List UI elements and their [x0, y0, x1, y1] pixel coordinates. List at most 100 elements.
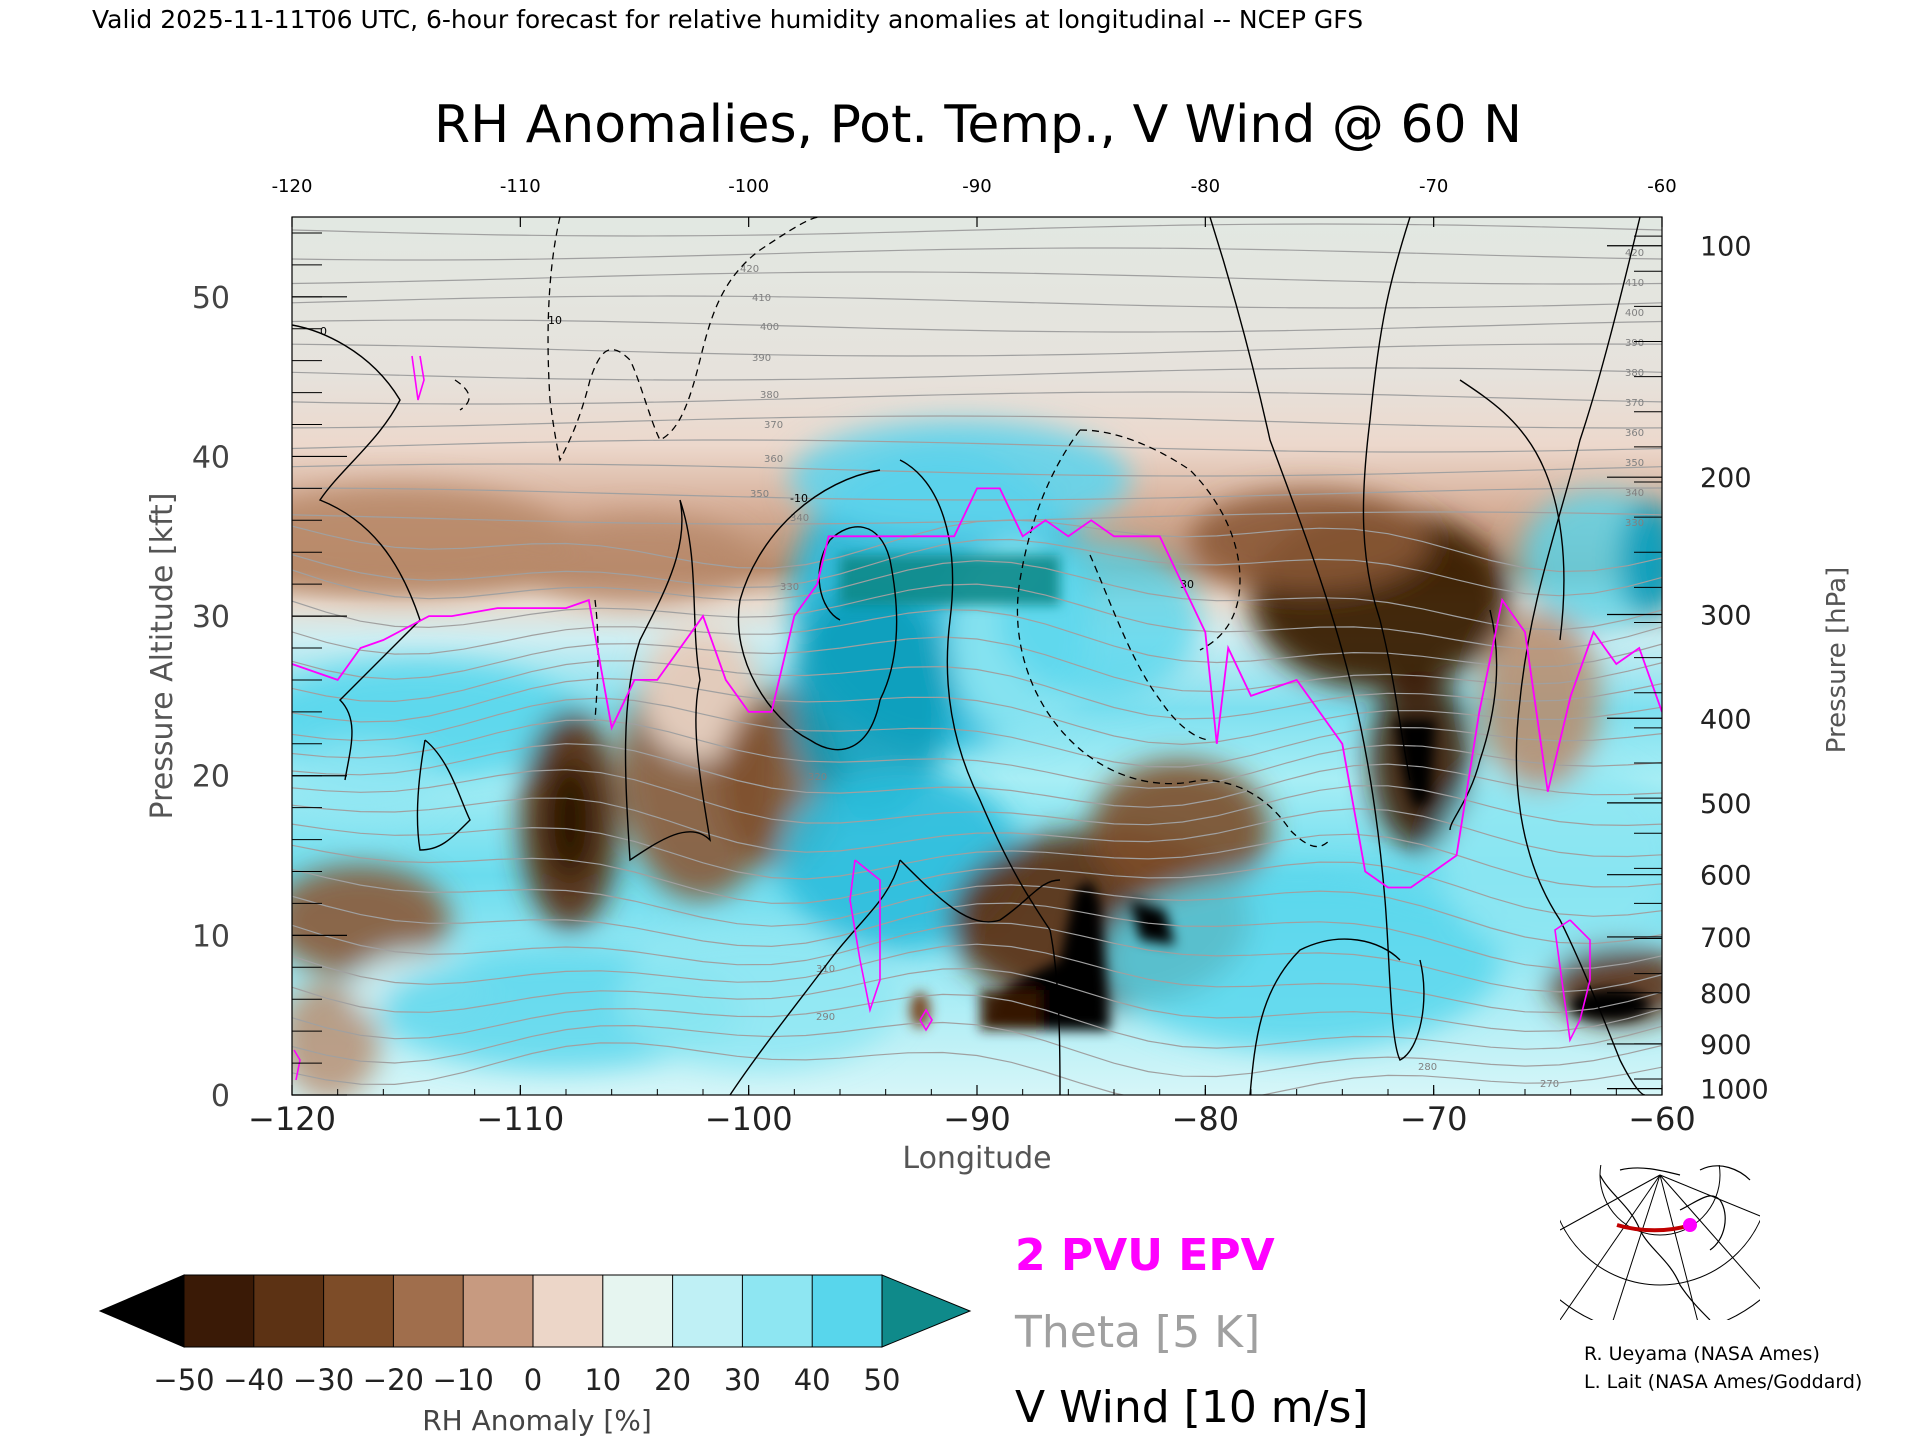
- top-x-tick-label: -70: [1419, 176, 1448, 197]
- x-tick-label: −90: [943, 1100, 1011, 1138]
- theta-contour: [292, 719, 1662, 789]
- theta-contour: [292, 636, 1662, 693]
- vwind-contour: [899, 459, 1061, 1095]
- colorbar-segment: [602, 1275, 639, 1347]
- vwind-contour: [1362, 217, 1411, 781]
- colorbar-tick-label: −30: [293, 1363, 354, 1397]
- colorbar-tick-label: 20: [654, 1363, 691, 1397]
- credit-2: L. Lait (NASA Ames/Goddard): [1584, 1371, 1862, 1393]
- colorbar-tick-label: 0: [524, 1363, 542, 1397]
- theta-contours: [292, 223, 1662, 1095]
- theta-contour: [292, 487, 1662, 501]
- colorbar-tick-label: 50: [864, 1363, 901, 1397]
- colorbar-tick-label: 30: [724, 1363, 761, 1397]
- y-tick-label: 40: [192, 440, 230, 475]
- theta-label: 370: [764, 420, 783, 431]
- top-x-tick-label: -80: [1191, 176, 1220, 197]
- vwind-contour: [1449, 609, 1498, 831]
- theta-label: 330: [780, 582, 799, 593]
- colorbar-segment: [742, 1275, 778, 1347]
- legend-theta: Theta [5 K]: [1014, 1307, 1260, 1358]
- epv-line: [292, 487, 1662, 889]
- vwind-negative-contour: [594, 599, 599, 721]
- theta-contour: [292, 660, 1662, 720]
- colorbar-segment: [707, 1275, 743, 1347]
- theta-contour: [292, 560, 1662, 631]
- theta-contour: [292, 271, 1662, 285]
- colorbar-tick-label: −40: [223, 1363, 284, 1397]
- theta-contour: [292, 677, 1662, 746]
- y-tick-label: 20: [192, 760, 230, 795]
- colorbar-tick-label: 10: [584, 1363, 621, 1397]
- top-x-tick-label: -120: [272, 176, 313, 197]
- epv-line-extra: [1554, 919, 1591, 1043]
- vwind-contour: [624, 499, 712, 862]
- colorbar-segment: [498, 1275, 534, 1347]
- pressure-tick-label: 100: [1700, 232, 1752, 263]
- colorbar-high-arrow: [881, 1274, 972, 1348]
- theta-contour: [292, 367, 1662, 381]
- colorbar: −50 −40 −30 −20 −10 0 10 20 30 40 50: [98, 1274, 972, 1397]
- x-tick-label: −100: [705, 1100, 793, 1138]
- vwind-contour: [737, 469, 898, 751]
- vwind-negative-contour: [1089, 554, 1211, 741]
- legend-vwind: V Wind [10 m/s]: [1015, 1382, 1369, 1433]
- theta-label-right: 400: [1625, 308, 1644, 319]
- pressure-tick-label: 500: [1700, 789, 1752, 820]
- colorbar-segment: [533, 1275, 569, 1347]
- colorbar-segment: [672, 1275, 708, 1347]
- colorbar-segment: [358, 1275, 394, 1347]
- colorbar-segment: [847, 1275, 883, 1347]
- colorbar-tick-label: −20: [363, 1363, 424, 1397]
- plot-title: RH Anomalies, Pot. Temp., V Wind @ 60 N: [434, 95, 1522, 155]
- colorbar-segment: [777, 1275, 813, 1347]
- pressure-tick-label: 1000: [1700, 1075, 1769, 1106]
- x-tick-label: −80: [1172, 1100, 1240, 1138]
- y-axis-left-label: Pressure Altitude [kft]: [145, 493, 180, 820]
- theta-label: 280: [1418, 1062, 1437, 1073]
- theta-contour: [292, 895, 1662, 970]
- theta-contour: [292, 391, 1662, 405]
- colorbar-segment: [288, 1275, 325, 1347]
- theta-label: 320: [808, 772, 827, 783]
- theta-contour: [292, 519, 1662, 573]
- colorbar-segment: [253, 1275, 290, 1347]
- inset-map: [1560, 1165, 1760, 1320]
- theta-contour: [292, 583, 1662, 650]
- theta-contour: [292, 993, 1662, 1050]
- theta-contour: [292, 295, 1662, 309]
- pressure-tick-label: 600: [1700, 861, 1752, 892]
- theta-contour: [292, 743, 1662, 808]
- x-tick-label: −60: [1628, 1100, 1696, 1138]
- theta-label: 270: [1540, 1079, 1559, 1090]
- vwind-contour: [1249, 938, 1401, 1095]
- vwind-label: 10: [548, 314, 562, 327]
- theta-contour-labels: 420 410 400 390 380 370 360 350 340 330 320 310 290 2…: [320, 248, 1644, 1090]
- latitude-line: [1616, 1223, 1691, 1233]
- pressure-tick-label: 300: [1700, 600, 1752, 631]
- x-tick-label: −120: [248, 1100, 336, 1138]
- top-x-tick-label: -60: [1647, 176, 1676, 197]
- y-tick-label: 30: [192, 600, 230, 635]
- vwind-contours: [292, 217, 1646, 1095]
- colorbar-segment: [428, 1275, 464, 1347]
- theta-label: 290: [816, 1012, 835, 1023]
- vwind-contour: [292, 324, 421, 781]
- theta-contour: [292, 922, 1662, 993]
- epv-line-extra: [411, 355, 425, 401]
- theta-label-right: 420: [1625, 248, 1644, 259]
- colorbar-tick-label: 40: [794, 1363, 831, 1397]
- vwind-negative-contour: [547, 217, 821, 462]
- y-tick-label: 0: [211, 1079, 230, 1114]
- theta-contour: [292, 967, 1662, 1033]
- theta-contour: [292, 868, 1662, 945]
- pressure-tick-label: 400: [1700, 704, 1752, 735]
- theta-contour: [292, 697, 1662, 768]
- colorbar-segment: [393, 1275, 429, 1347]
- theta-contour: [292, 844, 1662, 917]
- theta-contour: [292, 319, 1662, 333]
- theta-label: 350: [750, 489, 769, 500]
- credit-1: R. Ueyama (NASA Ames): [1584, 1343, 1820, 1365]
- theta-contour: [292, 439, 1662, 453]
